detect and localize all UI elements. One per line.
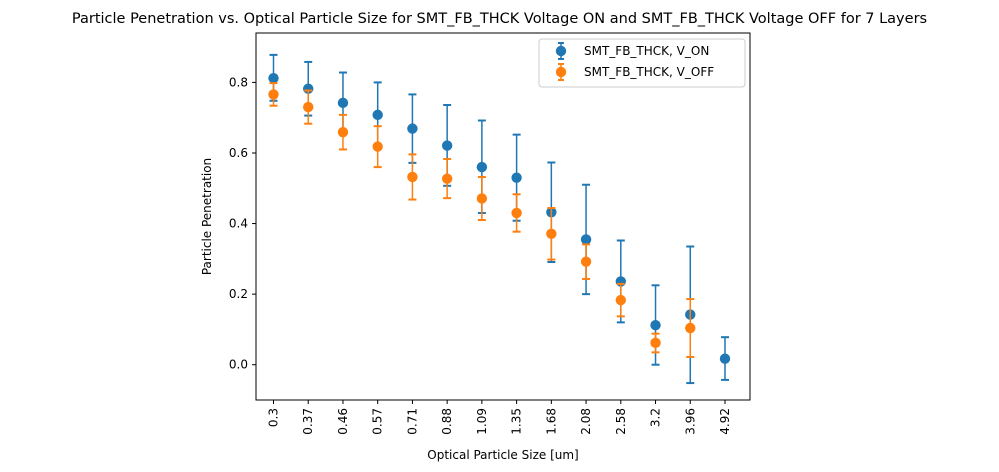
data-point-0-11 <box>650 319 661 331</box>
data-point-0-13 <box>719 353 731 364</box>
chart-title: Particle Penetration vs. Optical Particl… <box>72 11 927 27</box>
data-point-0-0 <box>268 72 279 84</box>
x-tick-label-2: 0.46 <box>336 408 350 435</box>
y-tick-label-0: 0.0 <box>229 358 248 372</box>
data-point-0-6 <box>476 161 488 173</box>
x-tick-label-6: 1.09 <box>475 408 489 435</box>
data-point-0-4 <box>407 123 418 134</box>
legend-label-1: SMT_FB_THCK, V_OFF <box>584 65 714 79</box>
x-axis-label: Optical Particle Size [um] <box>427 448 578 462</box>
legend-marker-0 <box>555 45 567 57</box>
data-point-0-5 <box>441 140 453 151</box>
data-point-0-7 <box>511 172 522 183</box>
legend-marker-1 <box>555 66 567 78</box>
y-tick-label-2: 0.4 <box>229 217 248 231</box>
legend-label-0: SMT_FB_THCK, V_ON <box>584 44 709 58</box>
legend: SMT_FB_THCK, V_ON SMT_FB_THCK, V_OFF <box>538 38 746 88</box>
data-point-1-9 <box>580 256 592 267</box>
plot-frame <box>255 32 751 401</box>
data-point-1-1 <box>303 101 314 113</box>
data-point-1-8 <box>546 228 557 239</box>
y-tick-label-1: 0.2 <box>229 287 248 301</box>
data-point-0-3 <box>372 109 383 121</box>
y-tick-label-3: 0.6 <box>229 146 248 160</box>
data-point-1-11 <box>650 337 661 349</box>
data-point-1-6 <box>476 193 488 204</box>
x-tick-label-10: 2.58 <box>614 408 628 435</box>
x-tick-label-11: 3.2 <box>649 408 663 427</box>
x-tick-label-3: 0.57 <box>371 408 385 435</box>
data-point-0-2 <box>337 97 349 109</box>
data-point-1-3 <box>372 141 383 152</box>
series-1 <box>268 82 696 358</box>
data-point-1-4 <box>407 171 418 183</box>
x-tick-label-1: 0.37 <box>301 408 315 435</box>
data-point-1-5 <box>441 173 453 184</box>
x-tick-label-12: 3.96 <box>683 408 697 435</box>
data-point-1-2 <box>337 126 349 138</box>
y-axis-label: Particle Penetration <box>200 158 214 275</box>
legend-frame <box>538 38 746 88</box>
x-tick-label-7: 1.35 <box>510 408 524 435</box>
data-point-1-10 <box>615 294 626 306</box>
data-point-1-12 <box>685 322 696 334</box>
x-tick-label-9: 2.08 <box>579 408 593 435</box>
data-point-1-7 <box>511 207 522 219</box>
x-tick-label-13: 4.92 <box>718 408 732 435</box>
x-tick-label-4: 0.71 <box>405 408 419 435</box>
data-point-1-0 <box>268 89 279 100</box>
x-tick-label-5: 0.88 <box>440 408 454 435</box>
x-tick-label-0: 0.3 <box>267 408 281 427</box>
data-point-0-9 <box>580 234 592 245</box>
x-tick-label-8: 1.68 <box>544 408 558 435</box>
y-tick-label-4: 0.8 <box>229 75 248 89</box>
